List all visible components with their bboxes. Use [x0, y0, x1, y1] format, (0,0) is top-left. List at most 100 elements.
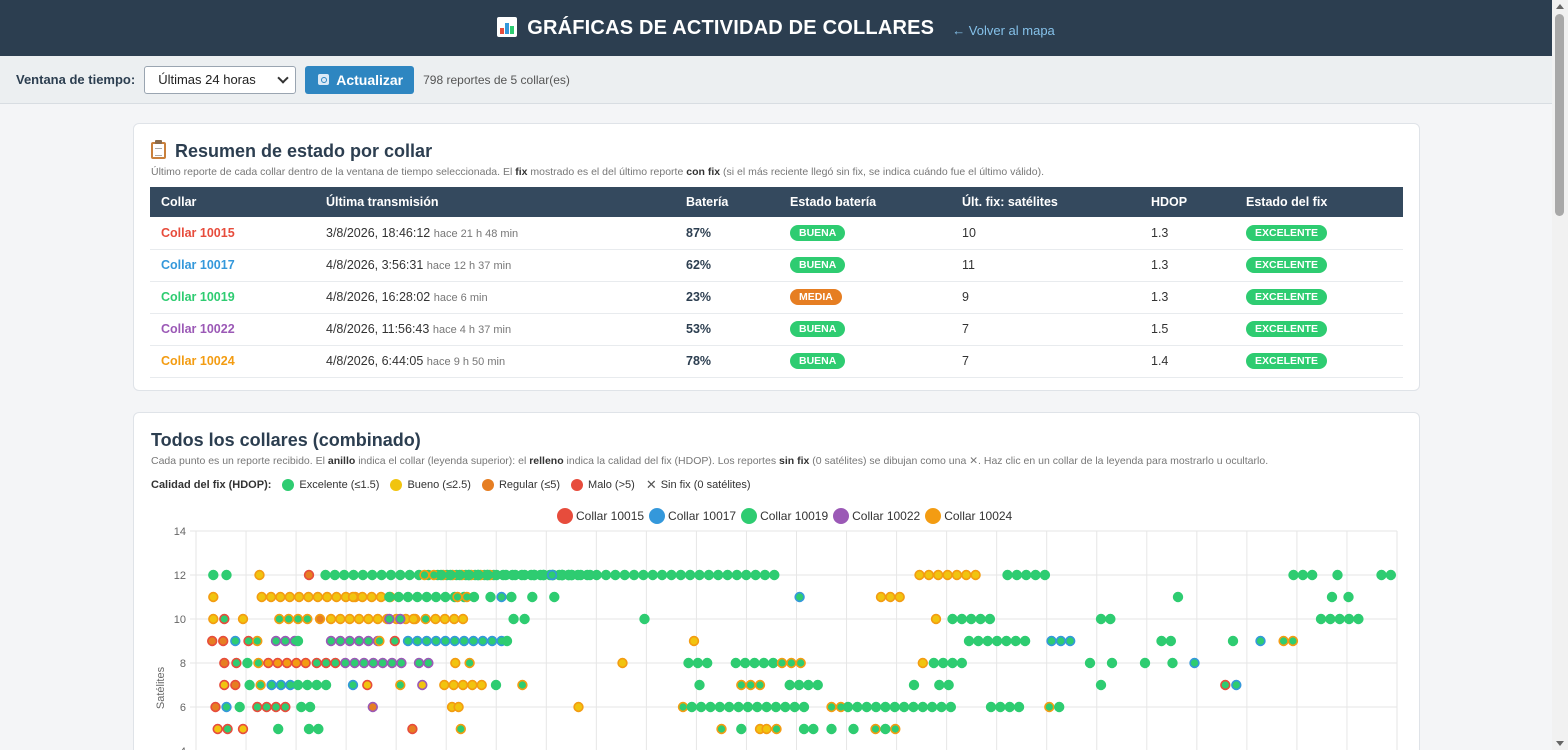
data-point: [617, 657, 628, 669]
data-point: [253, 657, 264, 669]
data-point: [575, 569, 586, 581]
data-point: [368, 657, 379, 669]
column-header: Estado batería: [779, 187, 951, 217]
data-point: [880, 723, 891, 735]
data-point: [413, 657, 425, 669]
data-point: [1231, 679, 1242, 691]
data-point: [517, 679, 528, 691]
scrollbar-thumb[interactable]: [1555, 14, 1564, 216]
data-point: [496, 591, 507, 603]
hdop-value: 1.4: [1140, 345, 1235, 378]
data-point: [1172, 591, 1184, 603]
data-point: [758, 657, 770, 669]
data-point: [984, 613, 996, 625]
data-point: [647, 569, 658, 581]
data-point: [230, 679, 241, 691]
satellites-value: 10: [951, 217, 1140, 250]
data-point: [798, 701, 810, 713]
data-point: [292, 679, 304, 691]
data-point: [928, 657, 939, 669]
data-point: [683, 657, 694, 669]
quality-dot-icon: [282, 479, 295, 491]
battery-state: BUENA: [779, 217, 951, 250]
data-point: [705, 701, 716, 713]
data-point: [402, 635, 414, 647]
battery-value: 62%: [675, 249, 779, 282]
collar-name[interactable]: Collar 10024: [150, 345, 315, 378]
data-point: [885, 591, 896, 603]
data-point: [256, 591, 267, 603]
data-point: [423, 657, 434, 669]
data-point: [926, 701, 938, 713]
data-point: [344, 635, 355, 647]
data-point: [701, 657, 713, 669]
collar-name[interactable]: Collar 10019: [150, 281, 315, 314]
data-point: [982, 635, 993, 647]
data-point: [767, 657, 779, 669]
data-point: [889, 701, 900, 713]
time-window-select[interactable]: Últimas 24 horas: [144, 65, 297, 94]
data-point: [510, 569, 521, 581]
scrollbar[interactable]: [1552, 0, 1568, 750]
data-point: [448, 679, 459, 691]
table-row: Collar 10024 4/8/2026, 6:44:05 hace 9 h 5…: [150, 345, 1403, 378]
data-point: [292, 635, 304, 647]
data-point: [1039, 569, 1051, 581]
data-point: [463, 569, 474, 581]
data-point: [280, 635, 291, 647]
refresh-button[interactable]: Actualizar: [305, 65, 415, 94]
data-point: [404, 569, 415, 581]
legend-item[interactable]: Collar 10019: [741, 508, 828, 524]
column-header: Estado del fix: [1235, 187, 1403, 217]
scroll-down-icon[interactable]: [1556, 741, 1564, 746]
back-to-map-link[interactable]: ← Volver al mapa: [952, 22, 1055, 38]
data-point: [353, 635, 365, 647]
hdop-value: 1.3: [1140, 217, 1235, 250]
data-point: [786, 657, 797, 669]
data-point: [965, 613, 977, 625]
data-point: [491, 569, 502, 581]
collar-name[interactable]: Collar 10017: [150, 249, 315, 282]
data-point: [1064, 635, 1076, 647]
data-point: [1227, 635, 1239, 647]
collar-name[interactable]: Collar 10022: [150, 313, 315, 346]
time-window-value: Últimas 24 horas: [158, 72, 256, 87]
data-point: [244, 679, 255, 691]
data-point: [942, 569, 953, 581]
scroll-up-icon[interactable]: [1556, 4, 1564, 9]
last-transmission: 4/8/2026, 16:28:02 hace 6 min: [315, 281, 675, 314]
data-point: [1053, 701, 1065, 713]
data-point: [255, 679, 266, 691]
data-point: [320, 657, 332, 669]
hdop-value: 1.3: [1140, 249, 1235, 282]
data-point: [923, 569, 935, 581]
data-point: [395, 679, 406, 691]
battery-value: 53%: [675, 313, 779, 346]
legend-item[interactable]: Collar 10017: [649, 508, 736, 524]
table-row: Collar 10022 4/8/2026, 11:56:43 hace 4 h …: [150, 313, 1403, 346]
data-point: [656, 569, 668, 581]
data-point: [951, 569, 963, 581]
data-point: [741, 569, 752, 581]
satellites-value: 7: [951, 313, 1140, 346]
data-point: [784, 679, 795, 691]
last-transmission: 3/8/2026, 18:46:12 hace 21 h 48 min: [315, 217, 675, 250]
data-point: [242, 657, 253, 669]
legend-dot-icon: [833, 508, 850, 524]
data-point: [619, 569, 630, 581]
data-point: [754, 679, 766, 691]
data-point: [230, 635, 241, 647]
data-point: [692, 657, 704, 669]
data-point: [449, 635, 460, 647]
data-point: [374, 635, 385, 647]
legend-item[interactable]: Collar 10015: [557, 508, 644, 524]
status-badge: BUENA: [790, 321, 846, 337]
legend-item[interactable]: Collar 10022: [833, 508, 920, 524]
data-point: [311, 679, 322, 691]
collar-name[interactable]: Collar 10015: [150, 217, 315, 250]
legend-item[interactable]: Collar 10024: [925, 508, 1012, 524]
fix-state: EXCELENTE: [1235, 345, 1403, 378]
data-point: [770, 701, 782, 713]
data-point: [372, 613, 383, 625]
data-point: [464, 657, 475, 669]
